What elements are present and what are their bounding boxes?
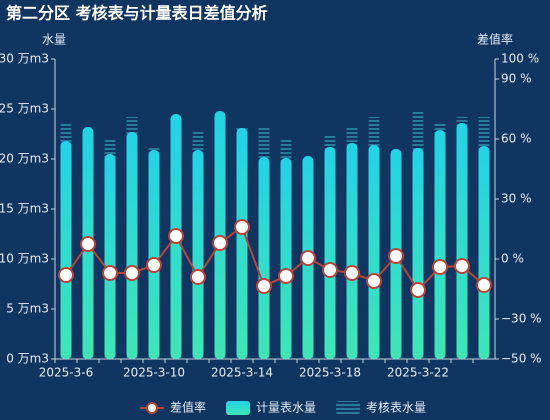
- rate-point: [80, 236, 96, 252]
- bar: [192, 150, 204, 359]
- bar: [368, 145, 380, 359]
- y-tick-label: 20 万m3: [0, 152, 49, 166]
- rate-point: [146, 257, 162, 273]
- rate-point: [234, 219, 250, 235]
- rate-point: [168, 228, 184, 244]
- rate-point: [58, 267, 74, 283]
- y2-tick-label: 60 %: [501, 132, 532, 146]
- bar: [434, 130, 446, 359]
- rate-point: [256, 278, 272, 294]
- y2-tick-label: 30 %: [501, 192, 532, 206]
- legend-label: 计量表水量: [256, 401, 316, 415]
- bar: [148, 150, 160, 359]
- rate-point: [366, 273, 382, 289]
- x-tick-label: 2025-3-18: [299, 366, 361, 380]
- rate-point: [388, 248, 404, 264]
- y2-tick-label: 0 %: [501, 252, 524, 266]
- rate-point: [124, 265, 140, 281]
- y-tick-label: 15 万m3: [0, 202, 49, 216]
- bar: [346, 143, 358, 359]
- bar: [126, 132, 138, 359]
- y2-tick-label: −50 %: [501, 352, 542, 366]
- rate-point: [212, 235, 228, 251]
- y-tick-label: 10 万m3: [0, 252, 49, 266]
- legend-marker: [146, 402, 158, 414]
- legend: 差值率 计量表水量 考核表水量: [140, 400, 426, 415]
- bar: [280, 158, 292, 359]
- rate-point: [322, 262, 338, 278]
- bar: [324, 147, 336, 359]
- x-tick-label: 2025-3-10: [123, 366, 185, 380]
- legend-swatch: [226, 401, 251, 415]
- y2-tick-label: 90 %: [501, 72, 532, 86]
- bar: [258, 157, 270, 359]
- bar: [60, 141, 72, 359]
- rate-point: [300, 250, 316, 266]
- chart-title: 第二分区 考核表与计量表日差值分析: [6, 4, 268, 23]
- legend-label: 考核表水量: [366, 401, 426, 415]
- y2-tick-label: 100 %: [501, 52, 539, 66]
- x-tick-label: 2025-3-6: [39, 366, 93, 380]
- y-axis-label: 水量: [42, 33, 66, 47]
- y2-axis-label: 差值率: [477, 32, 513, 47]
- rate-point: [344, 265, 360, 281]
- legend-swatch: [336, 401, 361, 415]
- rate-point: [190, 269, 206, 285]
- rate-point: [278, 268, 294, 284]
- y-tick-label: 5 万m3: [6, 302, 49, 316]
- y-tick-label: 30 万m3: [0, 52, 49, 66]
- rate-point: [454, 258, 470, 274]
- rate-point: [432, 259, 448, 275]
- x-tick-label: 2025-3-14: [211, 366, 273, 380]
- bar: [412, 148, 424, 359]
- y-tick-label: 0 万m3: [6, 352, 49, 366]
- rate-point: [102, 265, 118, 281]
- bar: [236, 128, 248, 359]
- rate-point: [476, 277, 492, 293]
- bar: [456, 123, 468, 359]
- bar: [478, 146, 490, 359]
- x-tick-label: 2025-3-22: [387, 366, 449, 380]
- y2-tick-label: −30 %: [501, 312, 542, 326]
- legend-label: 差值率: [170, 400, 206, 415]
- bar: [104, 154, 116, 359]
- rate-point: [410, 282, 426, 298]
- y-tick-label: 25 万m3: [0, 102, 49, 116]
